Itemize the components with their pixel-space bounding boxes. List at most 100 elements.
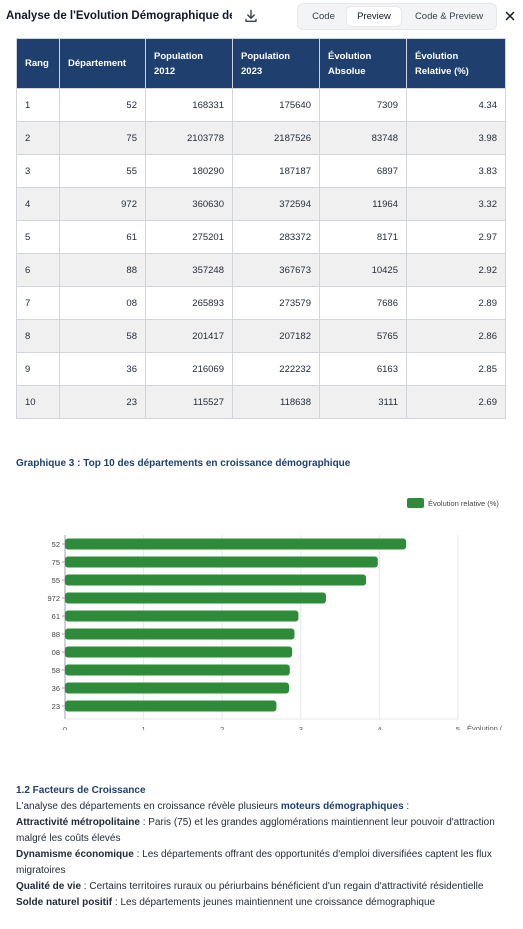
- table-row: 3 55 180290 187187 6897 3.83: [16, 154, 506, 188]
- bar: [65, 628, 295, 640]
- cell-absolute-change: 6897: [319, 154, 407, 188]
- table-row: 8 58 201417 207182 5765 2.86: [16, 319, 506, 353]
- factor-item: Attractivité métropolitaine : Paris (75)…: [16, 815, 512, 847]
- table-row: 10 23 115527 118638 3111 2.69: [16, 385, 506, 419]
- cell-department: 75: [59, 121, 146, 155]
- download-icon[interactable]: [244, 9, 258, 23]
- section-heading: 1.2 Facteurs de Croissance: [16, 785, 146, 796]
- cell-relative-change: 3.32: [406, 187, 506, 221]
- table-header-row: Rang Département Population 2012 Populat…: [16, 38, 506, 89]
- cell-population-2023: 372594: [232, 187, 320, 221]
- factor-term: Solde naturel positif: [16, 897, 113, 908]
- cell-population-2012: 115527: [145, 385, 233, 419]
- intro-prefix: L'analyse des départements en croissance…: [16, 801, 281, 812]
- column-header-relative-change: Évolution Relative (%): [406, 38, 506, 89]
- x-tick-label: 2: [220, 725, 224, 730]
- cell-population-2012: 360630: [145, 187, 233, 221]
- tab-code-and-preview[interactable]: Code & Preview: [414, 11, 484, 22]
- cell-population-2023: 273579: [232, 286, 320, 320]
- column-header-department: Département: [59, 38, 146, 89]
- factor-text: : Certains territoires ruraux ou périurb…: [81, 881, 484, 892]
- x-tick-label: 0: [63, 725, 67, 730]
- cell-absolute-change: 5765: [319, 319, 407, 353]
- bar: [65, 700, 277, 712]
- bar: [65, 646, 293, 658]
- cell-rank: 8: [16, 319, 60, 353]
- cell-population-2023: 187187: [232, 154, 320, 188]
- cell-relative-change: 2.86: [406, 319, 506, 353]
- bar: [65, 592, 326, 604]
- legend-label: Évolution relative (%): [428, 499, 499, 508]
- factor-item: Dynamisme économique : Les départements …: [16, 847, 512, 879]
- cell-rank: 10: [16, 385, 60, 419]
- cell-population-2012: 168331: [145, 88, 233, 122]
- x-tick-label: 4: [377, 725, 381, 730]
- cell-relative-change: 2.85: [406, 352, 506, 386]
- cell-population-2023: 2187526: [232, 121, 320, 155]
- chart-title: Graphique 3 : Top 10 des départements en…: [16, 458, 351, 469]
- intro-highlight: moteurs démographiques: [280, 801, 404, 812]
- tab-code[interactable]: Code: [312, 11, 335, 22]
- cell-population-2012: 216069: [145, 352, 233, 386]
- growth-factors-section: 1.2 Facteurs de Croissance L'analyse des…: [16, 784, 512, 911]
- category-label: 08: [52, 648, 60, 657]
- category-label: 36: [52, 684, 60, 693]
- close-icon[interactable]: [504, 10, 516, 22]
- category-label: 52: [52, 540, 60, 549]
- bar: [65, 574, 367, 586]
- table-row: 1 52 168331 175640 7309 4.34: [16, 88, 506, 122]
- cell-rank: 6: [16, 253, 60, 287]
- cell-department: 972: [59, 187, 146, 221]
- factor-item: Solde naturel positif : Les départements…: [16, 895, 512, 911]
- x-tick-label: 3: [299, 725, 303, 730]
- cell-population-2023: 175640: [232, 88, 320, 122]
- bar: [65, 538, 407, 550]
- cell-population-2012: 180290: [145, 154, 233, 188]
- cell-absolute-change: 3111: [319, 385, 407, 419]
- cell-relative-change: 3.98: [406, 121, 506, 155]
- cell-department: 58: [59, 319, 146, 353]
- category-label: 58: [52, 666, 60, 675]
- growth-bar-chart: 0 1 2 3 4 5 Évolution (527555972618808583623Év…: [47, 498, 503, 730]
- factor-item: Qualité de vie : Certains territoires ru…: [16, 879, 512, 895]
- cell-absolute-change: 7309: [319, 88, 407, 122]
- cell-rank: 5: [16, 220, 60, 254]
- factor-text: : Paris (75) et les grandes agglomératio…: [16, 817, 495, 844]
- category-label: 61: [52, 612, 60, 621]
- cell-relative-change: 2.92: [406, 253, 506, 287]
- cell-department: 61: [59, 220, 146, 254]
- cell-department: 08: [59, 286, 146, 320]
- cell-rank: 4: [16, 187, 60, 221]
- column-header-population-2012: Population 2012: [145, 38, 233, 89]
- document-title: Analyse de l'Évolution Démographique des…: [6, 10, 232, 22]
- cell-population-2012: 357248: [145, 253, 233, 287]
- table-row: 4 972 360630 372594 11964 3.32: [16, 187, 506, 221]
- bar: [65, 610, 299, 622]
- cell-department: 88: [59, 253, 146, 287]
- column-header-rank: Rang: [16, 38, 60, 89]
- legend-swatch: [407, 498, 424, 508]
- cell-population-2023: 207182: [232, 319, 320, 353]
- cell-relative-change: 2.89: [406, 286, 506, 320]
- factor-term: Qualité de vie: [16, 881, 82, 892]
- section-intro: L'analyse des départements en croissance…: [16, 799, 512, 815]
- cell-absolute-change: 11964: [319, 187, 407, 221]
- cell-rank: 7: [16, 286, 60, 320]
- cell-population-2023: 118638: [232, 385, 320, 419]
- x-tick-label: 5: [456, 725, 460, 730]
- cell-department: 52: [59, 88, 146, 122]
- cell-relative-change: 4.34: [406, 88, 506, 122]
- cell-population-2012: 2103778: [145, 121, 233, 155]
- table-row: 5 61 275201 283372 8171 2.97: [16, 220, 506, 254]
- factor-text: : Les départements jeunes maintiennent u…: [112, 897, 436, 908]
- cell-population-2023: 283372: [232, 220, 320, 254]
- cell-rank: 1: [16, 88, 60, 122]
- cell-relative-change: 3.83: [406, 154, 506, 188]
- cell-relative-change: 2.97: [406, 220, 506, 254]
- cell-absolute-change: 7686: [319, 286, 407, 320]
- cell-population-2023: 367673: [232, 253, 320, 287]
- cell-relative-change: 2.69: [406, 385, 506, 419]
- cell-absolute-change: 10425: [319, 253, 407, 287]
- column-header-population-2023: Population 2023: [232, 38, 320, 89]
- tab-preview[interactable]: Preview: [347, 7, 401, 26]
